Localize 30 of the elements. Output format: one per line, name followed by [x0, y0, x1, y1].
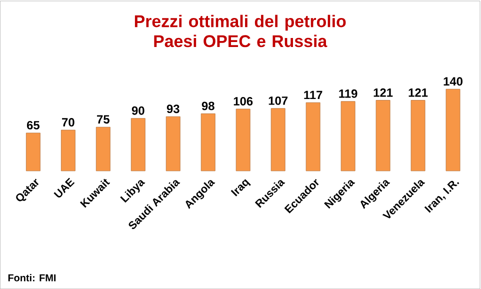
x-tick-label: Iran, I.R.	[424, 180, 460, 213]
data-label: 119	[339, 89, 358, 98]
bar	[306, 102, 320, 172]
bar	[60, 130, 76, 172]
data-label: 70	[62, 118, 74, 126]
data-label: 75	[97, 115, 110, 124]
chart-title: Prezzi ottimali del petrolio Paesi OPEC e Russia	[134, 14, 346, 48]
bar	[26, 132, 40, 172]
bar	[96, 126, 110, 172]
bar	[270, 108, 286, 172]
text: Fonti: FMI	[8, 274, 56, 282]
data-label: 90	[132, 106, 144, 115]
data-label: 121	[408, 88, 428, 97]
bar	[376, 100, 390, 172]
bar	[166, 116, 180, 172]
data-label: 107	[268, 96, 288, 105]
data-label: 140	[444, 77, 462, 86]
bar	[200, 113, 216, 172]
bar	[340, 101, 356, 172]
bar	[446, 88, 460, 172]
data-label: 98	[202, 102, 214, 110]
x-tick-label: Iraq	[230, 179, 251, 196]
data-label: 65	[26, 120, 40, 130]
bar	[236, 108, 250, 172]
bar	[410, 100, 426, 172]
bar	[130, 118, 146, 172]
data-label: 93	[166, 104, 180, 114]
data-label: 106	[234, 97, 253, 106]
data-label: 121	[374, 88, 393, 97]
data-label: 117	[304, 90, 322, 100]
